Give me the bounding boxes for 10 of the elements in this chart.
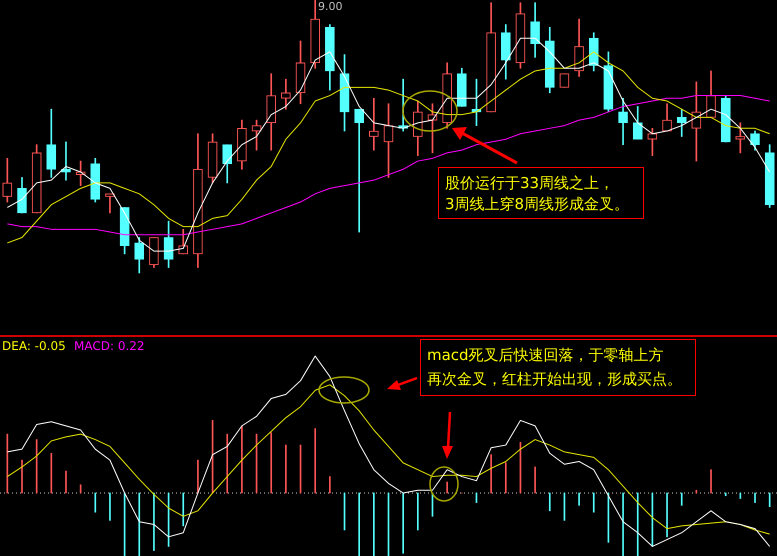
text: MACD: 0.22 (74, 339, 145, 353)
candlestick (61, 142, 71, 181)
text: DEA: -0.05 (2, 339, 66, 353)
candlestick (384, 103, 394, 178)
annotation: 9.00 (318, 0, 342, 13)
annotation: 再次金叉，红柱开始出现，形成买点。 (427, 369, 682, 389)
annotation: 股价运行于33周线之上， (445, 173, 614, 193)
annotation: 3周线上穿8周线形成金叉。 (445, 194, 630, 214)
candlestick (105, 193, 115, 214)
annotation: macd死叉后快速回落，于零轴上方 (427, 345, 664, 365)
